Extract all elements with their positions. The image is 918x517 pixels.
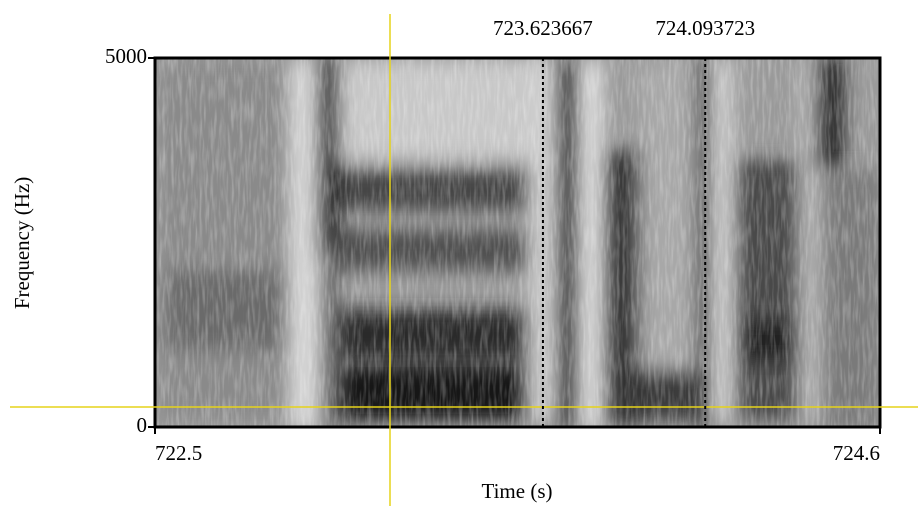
time-marker-label: 724.093723 <box>655 16 755 40</box>
time-marker-label: 723.623667 <box>493 16 593 40</box>
y-axis-title: Frequency (Hz) <box>10 177 34 309</box>
x-axis-title: Time (s) <box>482 479 553 503</box>
y-tick-label: 5000 <box>105 44 147 68</box>
x-tick-label: 724.6 <box>833 441 880 465</box>
plot-frame <box>153 56 882 429</box>
spectrogram-image <box>155 58 880 427</box>
y-tick-label: 0 <box>137 413 148 437</box>
x-tick-label: 722.5 <box>155 441 202 465</box>
